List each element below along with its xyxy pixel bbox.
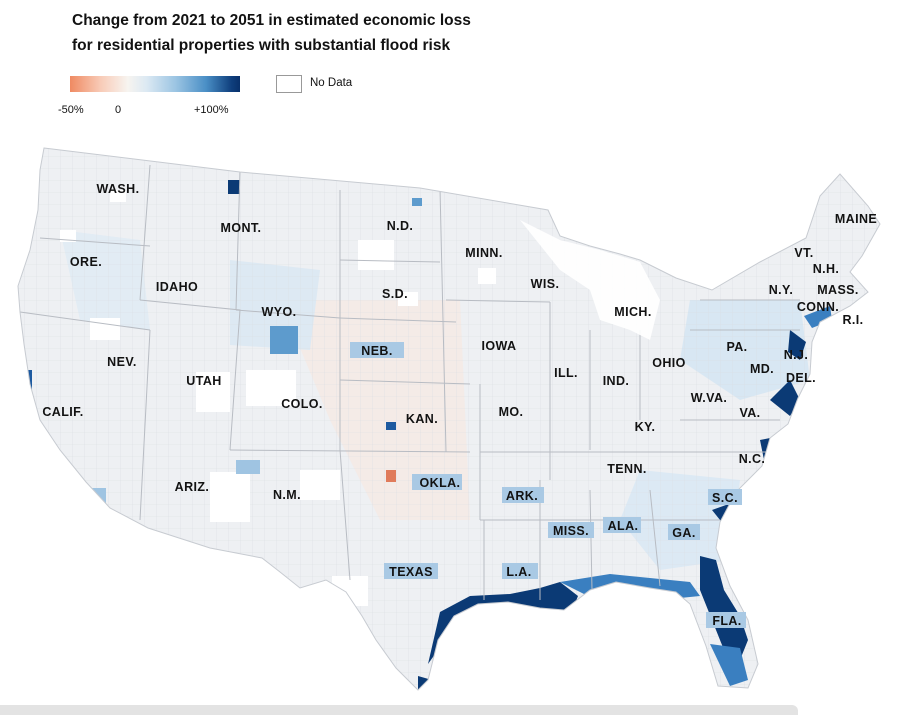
state-label-ind: IND. — [603, 374, 630, 388]
map-title: Change from 2021 to 2051 in estimated ec… — [72, 8, 471, 58]
title-line-1: Change from 2021 to 2051 in estimated ec… — [72, 12, 471, 29]
state-label-okla: OKLA. — [420, 476, 461, 490]
state-label-nj: N.J. — [784, 348, 809, 362]
state-label-wis: WIS. — [531, 277, 560, 291]
state-label-nh: N.H. — [813, 262, 840, 276]
state-label-ala: ALA. — [608, 519, 639, 533]
state-label-va: VA. — [739, 406, 760, 420]
state-label-maine: MAINE — [835, 212, 877, 226]
state-label-vt: VT. — [794, 246, 813, 260]
state-label-sc: S.C. — [712, 491, 738, 505]
state-label-pa: PA. — [726, 340, 747, 354]
us-outline — [17, 147, 881, 691]
state-label-nm: N.M. — [273, 488, 301, 502]
state-label-conn: CONN. — [797, 300, 839, 314]
state-label-mass: MASS. — [817, 283, 859, 297]
no-data-patches — [60, 190, 496, 606]
state-label-ga: GA. — [672, 526, 695, 540]
state-label-ri: R.I. — [842, 313, 863, 327]
state-label-mich: MICH. — [614, 305, 651, 319]
state-label-ky: KY. — [635, 420, 656, 434]
map-body — [18, 148, 880, 690]
state-label-minn: MINN. — [465, 246, 502, 260]
legend-tick-max: +100% — [194, 104, 229, 116]
state-label-ariz: ARIZ. — [175, 480, 210, 494]
state-label-wyo: WYO. — [262, 305, 297, 319]
state-label-utah: UTAH — [186, 374, 221, 388]
no-data-swatch — [276, 75, 302, 93]
state-label-ark: ARK. — [506, 489, 538, 503]
state-label-mo: MO. — [499, 405, 524, 419]
state-label-ill: ILL. — [554, 366, 578, 380]
no-data-label: No Data — [310, 77, 353, 89]
state-label-la: L.A. — [506, 565, 531, 579]
state-labels: WASH. MONT. N.D. MINN. MAINE ORE. IDAHO S.D. WIS… — [42, 182, 877, 628]
state-label-colo: COLO. — [281, 397, 323, 411]
state-label-ny: N.Y. — [769, 283, 794, 297]
state-label-wva: W.VA. — [691, 391, 728, 405]
state-label-fla: FLA. — [712, 614, 741, 628]
state-label-ore: ORE. — [70, 255, 102, 269]
state-label-nev: NEV. — [107, 355, 137, 369]
title-line-2: for residential properties with substant… — [72, 37, 451, 54]
state-borders — [19, 164, 800, 600]
state-label-tenn: TENN. — [607, 462, 647, 476]
state-label-miss: MISS. — [553, 524, 589, 538]
state-label-sd: S.D. — [382, 287, 408, 301]
state-label-wash: WASH. — [97, 182, 140, 196]
bottom-scroll-bar[interactable] — [0, 705, 798, 715]
state-label-kan: KAN. — [406, 412, 438, 426]
state-label-calif: CALIF. — [42, 405, 83, 419]
legend-tick-min: -50% — [58, 104, 84, 116]
legend-color-ramp — [70, 76, 240, 92]
legend-tick-zero: 0 — [115, 104, 122, 116]
state-label-nc: N.C. — [739, 452, 766, 466]
state-label-nd: N.D. — [387, 219, 414, 233]
state-label-texas: TEXAS — [389, 565, 433, 579]
state-label-iowa: IOWA — [482, 339, 517, 353]
state-label-md: MD. — [750, 362, 774, 376]
state-label-ohio: OHIO — [652, 356, 686, 370]
state-label-highlights — [350, 342, 746, 628]
state-label-idaho: IDAHO — [156, 280, 198, 294]
state-label-neb: NEB. — [361, 344, 392, 358]
state-label-del: DEL. — [786, 371, 816, 385]
great-lakes — [520, 220, 660, 340]
state-label-mont: MONT. — [221, 221, 262, 235]
